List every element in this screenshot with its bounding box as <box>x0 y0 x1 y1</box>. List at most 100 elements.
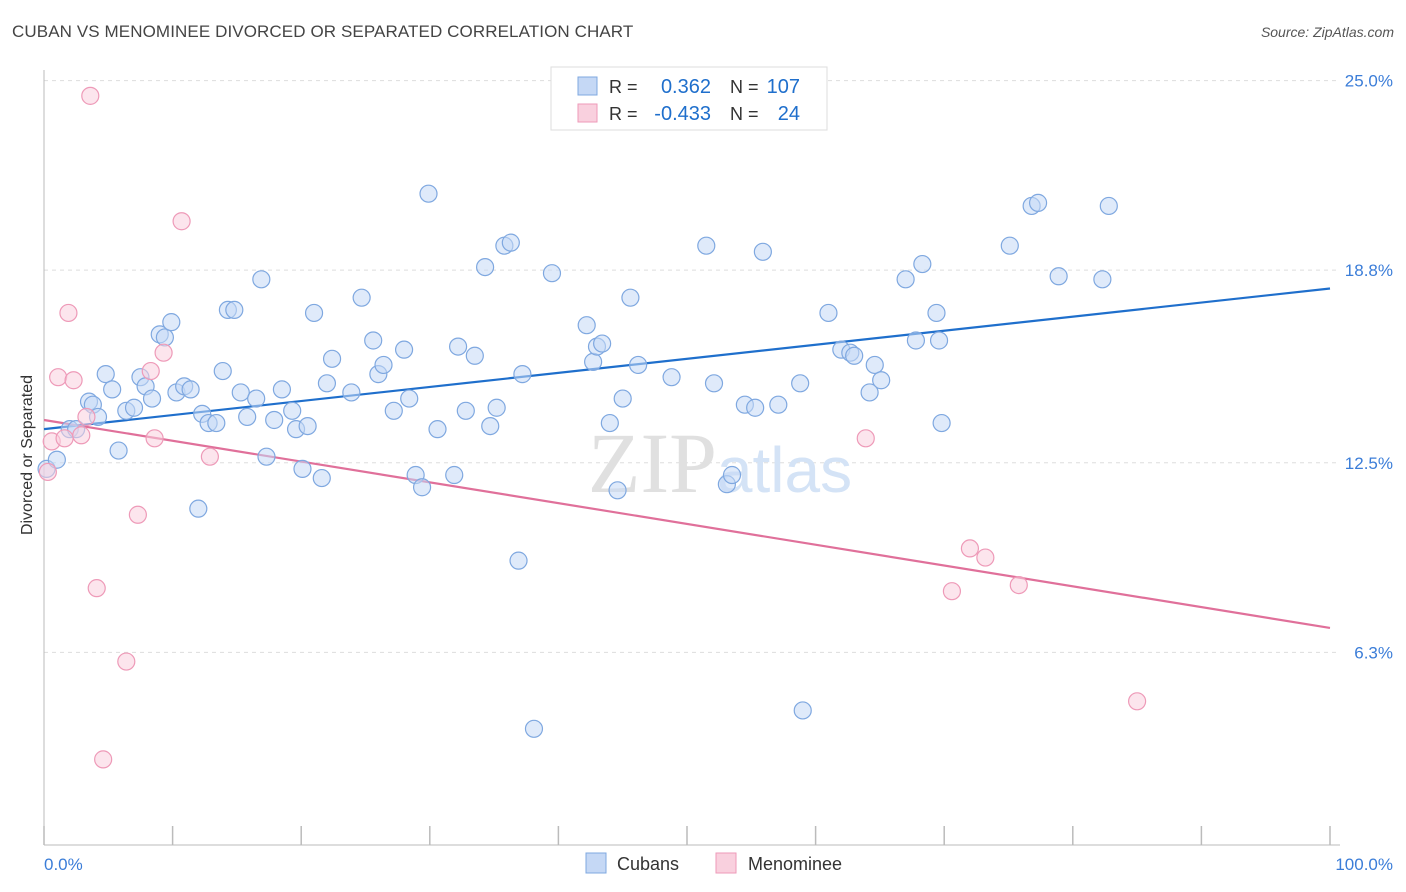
series-legend: Cubans Menominee <box>585 852 842 874</box>
cubans-point <box>793 701 812 720</box>
cubans-point <box>1049 267 1068 286</box>
cubans-point <box>1093 270 1112 289</box>
cubans-point <box>662 368 681 387</box>
cubans-point <box>142 389 162 408</box>
cubans-point <box>932 413 951 433</box>
data-points <box>37 86 1147 769</box>
cubans-point <box>1000 236 1019 255</box>
cubans-point <box>791 374 810 393</box>
menominee-point <box>38 462 57 482</box>
cubans-point <box>364 331 383 350</box>
cubans-point <box>247 389 266 408</box>
menominee-point <box>59 303 78 323</box>
source-credit: Source: ZipAtlas.com <box>1260 24 1394 40</box>
legend-cubans-label: Cubans <box>617 854 679 874</box>
cubans-point <box>312 468 331 488</box>
cubans-point <box>238 407 257 427</box>
axes <box>43 70 1340 846</box>
legend-n-menominee: 24 <box>778 103 800 125</box>
cubans-point <box>394 340 414 359</box>
legend-menominee-label: Menominee <box>748 854 842 874</box>
cubans-point <box>929 331 949 350</box>
cubans-point <box>225 300 244 320</box>
legend-menominee-swatch <box>715 852 737 874</box>
cubans-point <box>1028 193 1048 212</box>
menominee-point <box>64 371 83 390</box>
x-axis-ticks <box>43 826 1331 845</box>
y-axis-tick-labels: 6.3% 12.5% 18.8% 25.0% <box>1345 72 1393 663</box>
y-tick-label: 25.0% <box>1345 72 1393 91</box>
cubans-point <box>155 328 174 347</box>
cubans-point <box>293 459 312 479</box>
cubans-point <box>342 383 361 402</box>
legend-n-label-cubans: N = <box>730 77 759 97</box>
y-tick-label: 12.5% <box>1345 454 1393 473</box>
cubans-point <box>317 374 337 393</box>
menominee-point <box>1009 575 1028 595</box>
cubans-point <box>419 184 438 203</box>
cubans-point <box>896 270 915 289</box>
cubans-point <box>428 420 447 439</box>
cubans-point <box>412 478 432 497</box>
menominee-point <box>154 343 173 362</box>
menominee-point <box>1127 692 1147 711</box>
y-tick-label: 6.3% <box>1354 643 1393 662</box>
menominee-point <box>128 505 147 524</box>
cubans-point <box>769 395 788 414</box>
x-tick-label-max: 100.0% <box>1335 855 1393 874</box>
cubans-point <box>608 481 627 500</box>
cubans-point <box>621 288 640 307</box>
watermark: ZIPatlas <box>588 415 852 511</box>
cubans-swatch <box>577 76 598 96</box>
cubans-point <box>524 719 544 738</box>
cubans-point <box>400 389 419 408</box>
cubans-point <box>845 346 864 365</box>
cubans-point <box>103 380 122 399</box>
cubans-point <box>819 303 838 323</box>
cubans-point <box>465 346 484 365</box>
menominee-point <box>172 212 191 231</box>
cubans-point <box>913 254 932 274</box>
gridlines <box>44 80 1340 653</box>
cubans-point <box>746 398 765 417</box>
cubans-point <box>298 416 317 436</box>
cubans-point <box>481 416 500 436</box>
menominee-point <box>117 652 136 671</box>
menominee-point <box>72 426 91 445</box>
cubans-point <box>542 264 562 283</box>
legend-cubans-swatch <box>585 852 607 874</box>
menominee-point <box>976 548 995 567</box>
cubans-point <box>456 401 475 420</box>
cubans-point <box>697 236 716 255</box>
cubans-point <box>613 389 632 408</box>
chart-title: CUBAN VS MENOMINEE DIVORCED OR SEPARATED… <box>12 22 634 41</box>
cubans-point <box>304 303 324 323</box>
cubans-point <box>448 337 468 356</box>
cubans-point <box>96 365 115 384</box>
cubans-point <box>509 551 528 570</box>
cubans-point <box>252 270 271 289</box>
legend-r-label-cubans: R = <box>609 77 638 97</box>
menominee-point <box>81 86 100 105</box>
legend-n-cubans: 107 <box>767 76 800 98</box>
menominee-point <box>200 447 219 466</box>
cubans-point <box>47 450 66 469</box>
cubans-point <box>513 365 532 384</box>
cubans-point <box>445 465 464 485</box>
cubans-point <box>272 380 292 399</box>
cubans-point <box>860 383 879 402</box>
cubans-point <box>475 257 495 277</box>
menominee-point <box>94 750 113 769</box>
menominee-point <box>942 582 962 601</box>
legend-r-cubans: 0.362 <box>661 76 711 98</box>
cubans-point <box>352 288 371 307</box>
cubans-point <box>722 465 742 485</box>
cubans-point <box>189 499 208 518</box>
cubans-point <box>124 398 144 417</box>
cubans-point <box>322 349 342 368</box>
menominee-point <box>856 429 875 448</box>
menominee-point <box>960 539 980 558</box>
cubans-point <box>181 380 200 399</box>
menominee-point <box>145 429 164 448</box>
cubans-point <box>704 374 724 393</box>
